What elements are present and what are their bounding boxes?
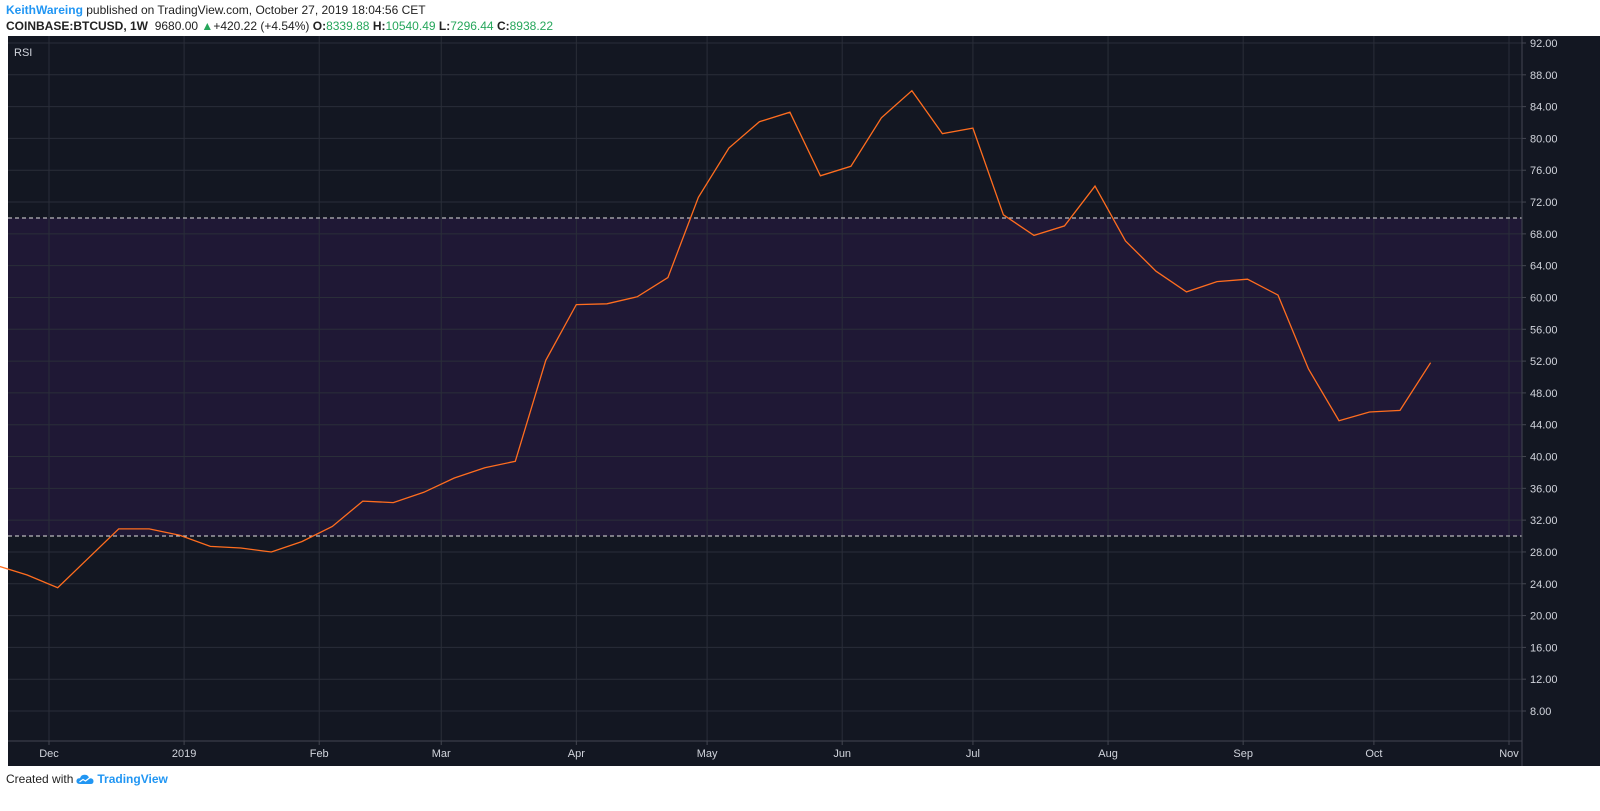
tradingview-link[interactable]: TradingView: [76, 772, 168, 786]
rsi-series-line: [0, 89, 1432, 589]
symbol-info: COINBASE:BTCUSD, 1W 9680.00 ▲+420.22 (+4…: [6, 19, 553, 33]
open-value: 8339.88: [326, 19, 370, 33]
created-with-text: Created with: [6, 772, 74, 786]
x-tick-label: Feb: [310, 748, 329, 760]
horizontal-gridlines: [8, 42, 1522, 712]
footer: Created with TradingView: [6, 772, 168, 786]
y-tick-label: 20.00: [1530, 611, 1558, 623]
tradingview-brand: TradingView: [97, 772, 168, 786]
chart-title: RSI: [14, 47, 32, 59]
price-axis: 8.00 12.00 16.00 20.00 24.00 28.00 32.00 36.00 4…: [1522, 38, 1558, 718]
x-tick-label: Nov: [1499, 748, 1519, 760]
x-tick-label: Dec: [39, 748, 59, 760]
y-tick-label: 64.00: [1530, 261, 1558, 273]
symbol-label: COINBASE:BTCUSD, 1W: [6, 19, 149, 33]
y-tick-label: 36.00: [1530, 483, 1558, 495]
tradingview-cloud-icon: [76, 774, 94, 784]
y-tick-label: 84.00: [1530, 102, 1558, 114]
y-tick-label: 44.00: [1530, 420, 1558, 432]
high-label: H:: [372, 19, 386, 33]
x-tick-label: Mar: [432, 748, 451, 760]
y-tick-label: 24.00: [1530, 579, 1558, 591]
x-tick-label: 2019: [172, 748, 196, 760]
y-tick-label: 88.00: [1530, 70, 1558, 82]
close-label: C:: [496, 19, 510, 33]
price-change: +420.22 (+4.54%): [213, 19, 310, 33]
high-value: 10540.49: [385, 19, 436, 33]
y-tick-label: 16.00: [1530, 642, 1558, 654]
y-tick-label: 28.00: [1530, 547, 1558, 559]
up-arrow-icon: ▲: [201, 19, 214, 33]
x-tick-label: Aug: [1098, 748, 1118, 760]
y-tick-label: 72.00: [1530, 197, 1558, 209]
rsi-chart[interactable]: RSI 8.00 12.00 16.00 20.00 24.00 28.00 32.00 36…: [0, 36, 1600, 766]
y-tick-label: 60.00: [1530, 292, 1558, 304]
low-value: 7296.44: [450, 19, 494, 33]
open-label: O:: [312, 19, 327, 33]
x-tick-label: Jul: [966, 748, 980, 760]
author-link[interactable]: KeithWareing: [6, 3, 83, 17]
y-tick-label: 8.00: [1530, 706, 1551, 718]
x-tick-label: Oct: [1365, 748, 1382, 760]
y-tick-label: 76.00: [1530, 165, 1558, 177]
published-text: published on TradingView.com, October 27…: [86, 3, 426, 17]
y-tick-label: 80.00: [1530, 133, 1558, 145]
rsi-band: [8, 217, 1522, 537]
y-tick-label: 68.00: [1530, 229, 1558, 241]
last-price: 9680.00: [154, 19, 199, 33]
x-tick-label: Sep: [1233, 748, 1253, 760]
vertical-gridlines: [48, 36, 1510, 741]
y-tick-label: 32.00: [1530, 515, 1558, 527]
y-tick-label: 92.00: [1530, 38, 1558, 50]
x-tick-label: Jun: [833, 748, 851, 760]
y-tick-label: 40.00: [1530, 452, 1558, 464]
low-label: L:: [438, 19, 451, 33]
publish-info: KeithWareing published on TradingView.co…: [6, 3, 426, 17]
x-tick-label: Apr: [568, 748, 585, 760]
y-tick-label: 48.00: [1530, 388, 1558, 400]
y-tick-label: 52.00: [1530, 356, 1558, 368]
x-tick-label: May: [697, 748, 718, 760]
time-axis: Dec 2019 Feb Mar Apr May Jun Jul Aug Sep Oct Nov: [39, 741, 1519, 760]
close-value: 8938.22: [509, 19, 554, 33]
y-tick-label: 12.00: [1530, 674, 1558, 686]
y-tick-label: 56.00: [1530, 324, 1558, 336]
